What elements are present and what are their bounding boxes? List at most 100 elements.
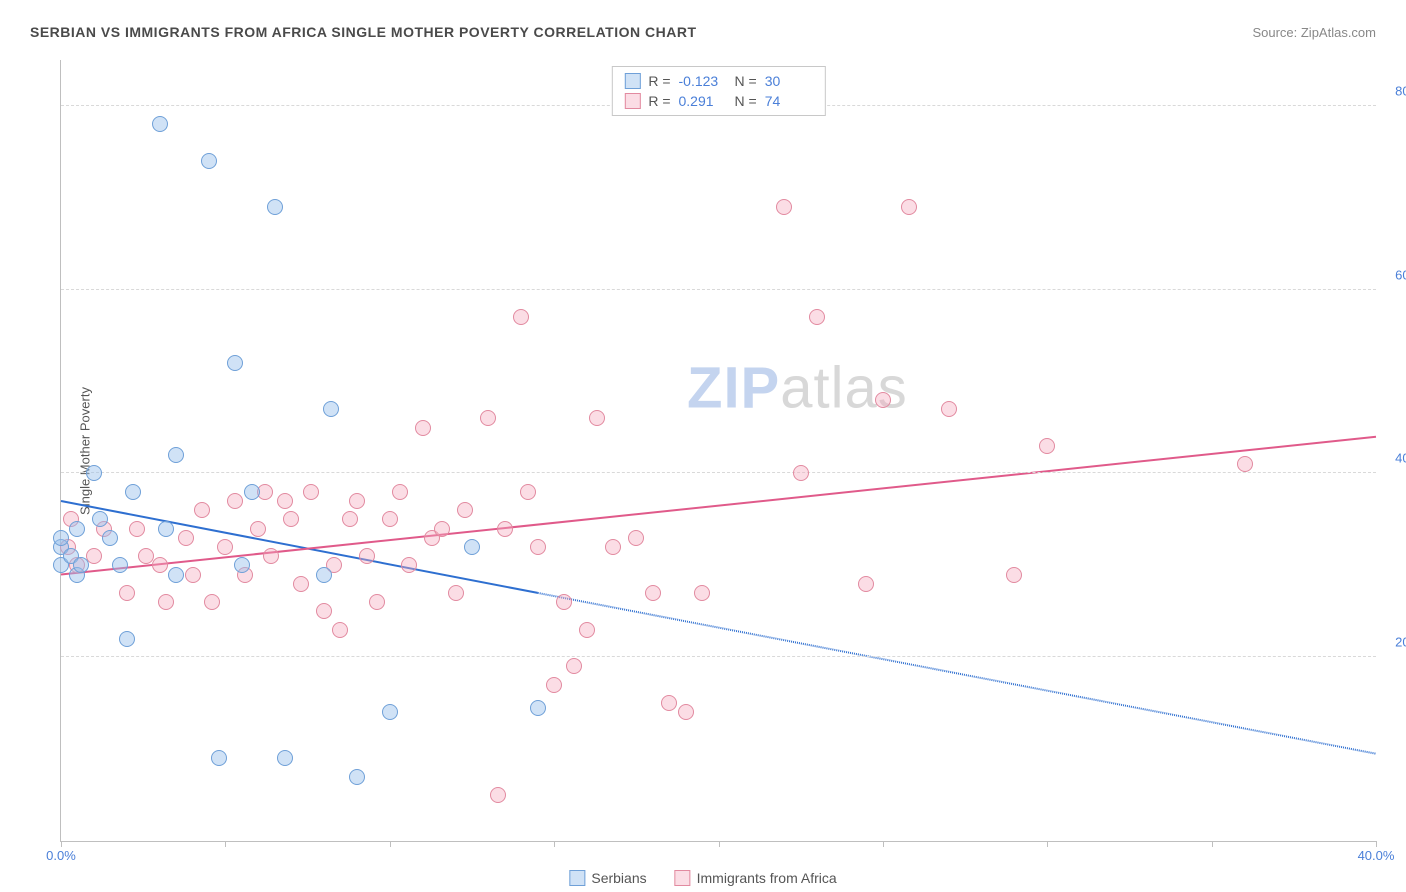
point-africa [401,557,417,573]
point-serbian [349,769,365,785]
stats-legend: R = -0.123 N = 30 R = 0.291 N = 74 [611,66,825,116]
y-tick-label: 80.0% [1395,83,1406,98]
x-tick [390,841,391,847]
point-africa [359,548,375,564]
x-tick [883,841,884,847]
point-africa [448,585,464,601]
point-africa [858,576,874,592]
point-serbian [201,153,217,169]
point-africa [546,677,562,693]
point-africa [349,493,365,509]
point-africa [480,410,496,426]
swatch-africa [624,93,640,109]
point-africa [605,539,621,555]
stats-row-serbian: R = -0.123 N = 30 [624,71,812,91]
trend-lines [61,60,1376,841]
chart-area: Single Mother Poverty ZIPatlas 20.0%40.0… [60,60,1376,842]
point-africa [875,392,891,408]
point-serbian [382,704,398,720]
x-tick [61,841,62,847]
point-africa [303,484,319,500]
point-africa [185,567,201,583]
point-africa [579,622,595,638]
x-tick [554,841,555,847]
y-tick-label: 20.0% [1395,635,1406,650]
point-serbian [211,750,227,766]
x-tick [1376,841,1377,847]
point-serbian [244,484,260,500]
point-serbian [152,116,168,132]
point-africa [628,530,644,546]
point-africa [369,594,385,610]
point-serbian [277,750,293,766]
point-serbian [267,199,283,215]
plot-area: 20.0%40.0%60.0%80.0%0.0%40.0% [61,60,1376,841]
point-africa [694,585,710,601]
point-africa [793,465,809,481]
point-africa [497,521,513,537]
point-africa [941,401,957,417]
x-tick-label: 40.0% [1358,848,1395,863]
point-serbian [86,465,102,481]
gridline [61,472,1376,473]
legend-swatch-africa [675,870,691,886]
point-africa [415,420,431,436]
point-africa [204,594,220,610]
point-africa [119,585,135,601]
point-serbian [234,557,250,573]
point-africa [678,704,694,720]
point-africa [513,309,529,325]
x-tick [719,841,720,847]
swatch-serbian [624,73,640,89]
point-serbian [119,631,135,647]
point-africa [277,493,293,509]
point-serbian [69,521,85,537]
point-africa [520,484,536,500]
point-africa [776,199,792,215]
point-africa [194,502,210,518]
point-africa [556,594,572,610]
point-africa [283,511,299,527]
point-serbian [112,557,128,573]
y-tick-label: 60.0% [1395,267,1406,282]
point-serbian [227,355,243,371]
point-serbian [92,511,108,527]
point-africa [645,585,661,601]
source-label: Source: ZipAtlas.com [1252,25,1376,40]
point-africa [342,511,358,527]
point-africa [158,594,174,610]
gridline [61,656,1376,657]
point-africa [809,309,825,325]
point-serbian [102,530,118,546]
point-serbian [323,401,339,417]
point-africa [589,410,605,426]
point-serbian [168,567,184,583]
point-serbian [168,447,184,463]
x-tick [1047,841,1048,847]
point-africa [1237,456,1253,472]
point-africa [392,484,408,500]
legend-swatch-serbian [569,870,585,886]
point-africa [152,557,168,573]
point-africa [901,199,917,215]
point-africa [293,576,309,592]
point-africa [530,539,546,555]
point-africa [217,539,233,555]
point-africa [332,622,348,638]
chart-title: SERBIAN VS IMMIGRANTS FROM AFRICA SINGLE… [30,24,697,40]
point-africa [566,658,582,674]
legend-item-africa: Immigrants from Africa [675,870,837,886]
point-serbian [158,521,174,537]
point-serbian [530,700,546,716]
point-africa [263,548,279,564]
legend-item-serbian: Serbians [569,870,646,886]
y-tick-label: 40.0% [1395,451,1406,466]
point-africa [316,603,332,619]
point-serbian [316,567,332,583]
point-africa [178,530,194,546]
stats-row-africa: R = 0.291 N = 74 [624,91,812,111]
point-africa [227,493,243,509]
point-serbian [53,530,69,546]
x-tick-label: 0.0% [46,848,76,863]
point-africa [490,787,506,803]
